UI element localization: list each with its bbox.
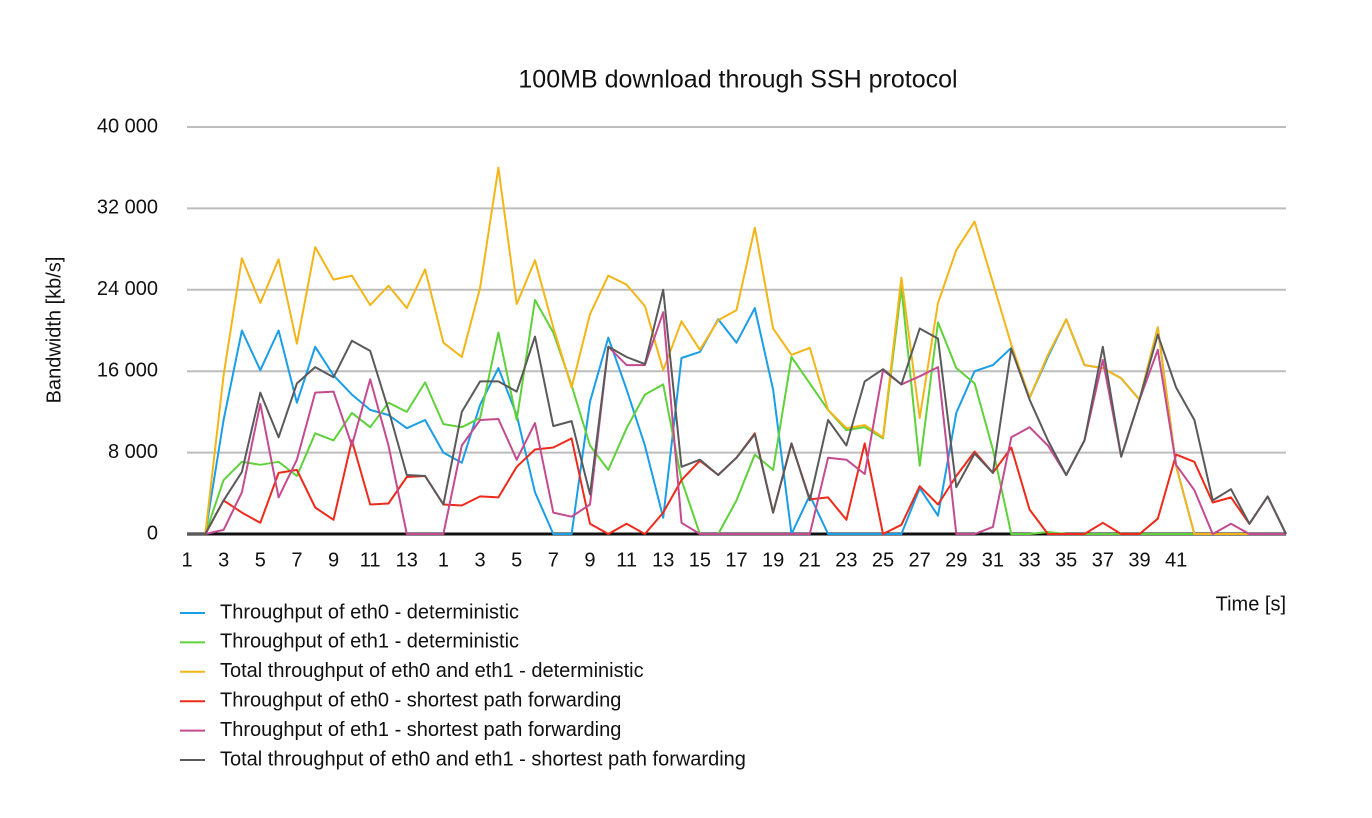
y-tick-label: 24 000 [97,278,158,300]
x-tick-label: 27 [909,549,931,571]
legend-label: Total throughput of eth0 and eth1 - shor… [220,748,746,770]
x-tick-label: 19 [762,549,784,571]
x-tick-label: 37 [1092,549,1114,571]
legend-label: Total throughput of eth0 and eth1 - dete… [220,660,644,682]
x-tick-label: 13 [652,549,674,571]
series-line [187,288,1287,535]
x-tick-label: 13 [396,549,418,571]
y-tick-label: 40 000 [97,115,158,137]
x-tick-label: 7 [291,549,302,571]
x-tick-label: 17 [725,549,747,571]
series-line [187,286,1286,535]
x-tick-label: 35 [1055,549,1077,571]
legend-label: Throughput of eth1 - deterministic [220,631,519,653]
x-tick-label: 11 [616,549,637,571]
x-tick-label: 1 [438,549,449,571]
x-tick-label: 23 [835,549,857,571]
series-line [187,166,1286,535]
legend-label: Throughput of eth0 - shortest path forwa… [220,689,621,711]
x-tick-label: 5 [255,549,266,571]
y-tick-label: 8 000 [108,441,158,463]
x-tick-label: 31 [982,549,1004,571]
x-tick-label: 3 [218,549,229,571]
x-tick-label: 3 [475,549,486,571]
x-tick-label: 39 [1128,549,1150,571]
y-tick-label: 16 000 [97,359,158,381]
x-tick-label: 5 [511,549,522,571]
legend-label: Throughput of eth0 - deterministic [220,601,519,623]
y-tick-label: 0 [147,522,158,544]
legend-label: Throughput of eth1 - shortest path forwa… [220,719,621,741]
x-tick-label: 1 [181,549,192,571]
y-tick-label: 32 000 [97,197,158,219]
x-axis-label: Time [s] [1216,593,1286,615]
y-axis-label: Bandwidth [kb/s] [43,257,65,404]
x-tick-label: 15 [689,549,711,571]
chart-title: 100MB download through SSH protocol [518,66,957,94]
x-tick-label: 25 [872,549,894,571]
x-tick-label: 29 [945,549,967,571]
x-tick-label: 7 [548,549,559,571]
x-tick-label: 33 [1018,549,1040,571]
x-tick-label: 41 [1165,549,1187,571]
x-tick-label: 9 [328,549,339,571]
x-tick-label: 21 [799,549,821,571]
x-tick-label: 9 [584,549,595,571]
x-tick-label: 11 [360,549,381,571]
series-line [187,311,1286,535]
